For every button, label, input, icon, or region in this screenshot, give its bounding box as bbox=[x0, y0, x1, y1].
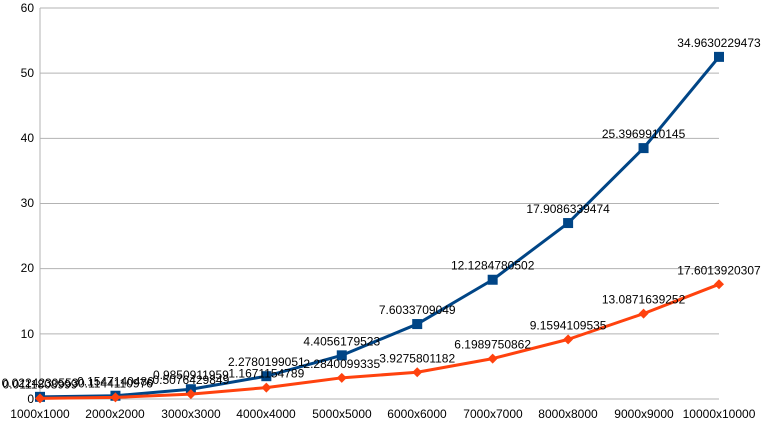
y-tick-label: 40 bbox=[21, 131, 35, 145]
series-2-data-label: 1.1671154789 bbox=[228, 367, 304, 381]
x-tick-label: 8000x8000 bbox=[538, 407, 598, 421]
series-2-point bbox=[35, 393, 45, 404]
series-line-1 bbox=[39, 55, 721, 399]
x-tick-label: 4000x4000 bbox=[236, 407, 296, 421]
y-tick-label: 20 bbox=[21, 261, 35, 275]
series-2-data-label: 13.0871639252 bbox=[602, 293, 686, 307]
series-2-point bbox=[185, 389, 196, 400]
series-1-data-label: 25.3969910145 bbox=[602, 127, 686, 141]
series-2-data-label: 0.1144110976 bbox=[78, 376, 153, 390]
series-2-point bbox=[487, 353, 498, 364]
series-2-data-label: 2.2840099335 bbox=[303, 357, 380, 371]
series-line-2 bbox=[39, 282, 720, 400]
series-1-point bbox=[714, 51, 724, 62]
series-2-data-label: 0.0111808999 bbox=[3, 377, 78, 391]
x-tick-label: 1000x1000 bbox=[10, 407, 70, 421]
series-2-data-label: 6.1989750862 bbox=[454, 338, 531, 352]
series-1-data-label: 4.4056179523 bbox=[303, 334, 380, 348]
y-tick-label: 0 bbox=[27, 392, 34, 406]
y-tick-label: 10 bbox=[21, 327, 35, 341]
series-2-point bbox=[336, 372, 347, 383]
gridlines bbox=[40, 7, 719, 335]
x-tick-label: 9000x9000 bbox=[614, 407, 674, 421]
series-1-point bbox=[412, 319, 423, 330]
series-1-data-label: 12.1284780502 bbox=[451, 259, 535, 273]
series-1-point bbox=[261, 371, 272, 382]
y-tick-label: 30 bbox=[21, 196, 35, 210]
series-1-data-label: 2.2780199051 bbox=[228, 355, 305, 369]
series-2-point bbox=[412, 367, 423, 378]
x-tick-label: 5000x5000 bbox=[312, 407, 372, 421]
series-2-point bbox=[261, 382, 272, 393]
y-tick-label: 50 bbox=[21, 66, 35, 80]
series-1-data-label: 17.9086339474 bbox=[526, 202, 610, 216]
series-2-data-label: 3.9275801182 bbox=[379, 351, 455, 365]
y-axis-ticks: 0 10 20 30 40 50 60 bbox=[21, 1, 35, 406]
x-tick-label: 3000x3000 bbox=[161, 407, 221, 421]
y-tick-label: 60 bbox=[21, 1, 35, 15]
series-2-point bbox=[638, 308, 649, 319]
series-2-point bbox=[563, 334, 574, 345]
x-tick-label: 6000x6000 bbox=[387, 407, 447, 421]
series-2-data-label: 17.6013920307 bbox=[677, 263, 761, 277]
series-2-point bbox=[714, 279, 724, 290]
x-tick-label: 7000x7000 bbox=[463, 407, 523, 421]
series-1-data-label: 0.0224230553 bbox=[2, 376, 79, 390]
series-1-point bbox=[487, 274, 498, 285]
x-axis-ticks: 1000x1000 2000x2000 3000x3000 4000x4000 … bbox=[10, 407, 755, 421]
series-1-data-label: 0.9850911959 bbox=[153, 368, 229, 382]
series-2-point bbox=[110, 392, 121, 403]
series-1-data-label: 0.1547140486 bbox=[77, 375, 154, 389]
x-tick-label: 10000x10000 bbox=[683, 407, 756, 421]
series-group bbox=[35, 51, 724, 404]
series-1-point bbox=[638, 143, 649, 154]
series-1-point bbox=[336, 350, 347, 361]
series-2-data-label: 0.5076429849 bbox=[153, 373, 230, 387]
series-1-data-label: 34.9630229473 bbox=[677, 36, 761, 50]
series-2-data-label: 9.1594109535 bbox=[530, 318, 607, 332]
x-tick-label: 2000x2000 bbox=[85, 407, 145, 421]
axes bbox=[39, 8, 719, 400]
series-1-point bbox=[563, 218, 574, 229]
series-1-data-label: 7.6033709049 bbox=[379, 303, 456, 317]
